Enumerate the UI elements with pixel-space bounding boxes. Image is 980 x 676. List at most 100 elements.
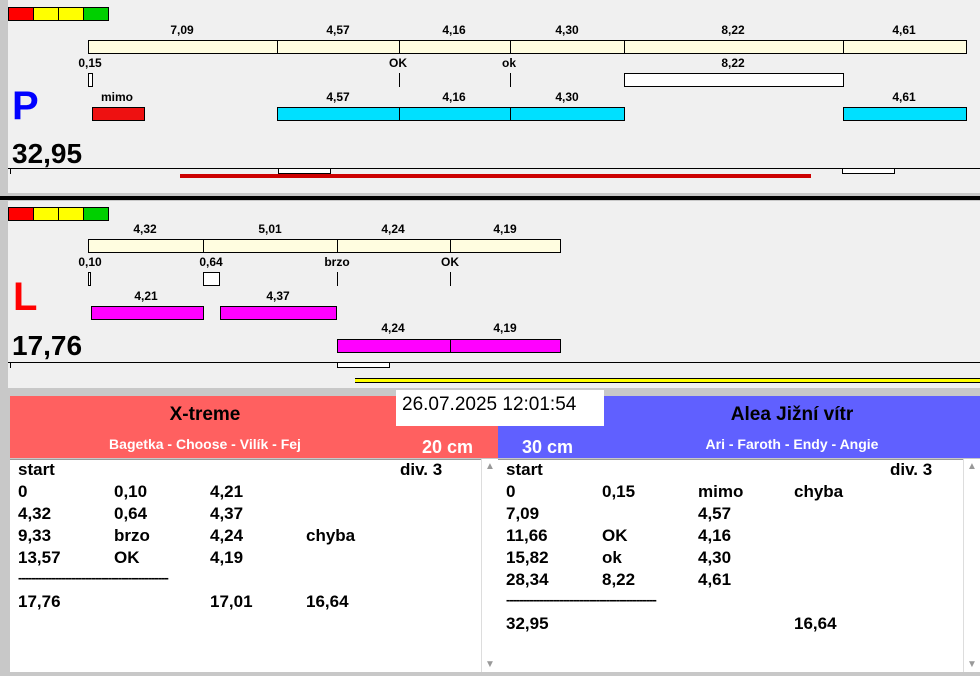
split-label: 5,01 (258, 222, 282, 236)
team-left-panel: X-treme Bagetka - Choose - Vilík - Fej 2… (10, 396, 498, 672)
team-members: Ari - Faroth - Endy - Angie (705, 436, 879, 452)
run-bar (399, 107, 511, 121)
pause-label: 8,22 (721, 56, 745, 70)
result-cell: 4,16 (698, 526, 732, 545)
split-bar (277, 40, 400, 54)
reaction-label: OK (441, 255, 459, 269)
separator-line: ----------------------------------------… (18, 570, 169, 585)
signal-strip (8, 7, 109, 21)
reaction-label: 0,10 (78, 255, 102, 269)
run-label: 4,30 (555, 90, 579, 104)
team-left-results[interactable]: start div. 3 0 0,10 4,21 4,32 0,64 4,37 … (10, 459, 498, 672)
reaction-tick (399, 73, 400, 87)
reaction-tick (510, 73, 511, 87)
result-cell: 0,64 (114, 504, 148, 523)
fault-bar (92, 107, 145, 121)
total-cell: 17,01 (210, 592, 253, 611)
result-cell: 0 (506, 482, 516, 501)
position-marker (278, 168, 331, 174)
split-bar (843, 40, 967, 54)
result-cell: ok (602, 548, 622, 567)
split-bar (399, 40, 511, 54)
signal-yellow-1 (33, 7, 59, 21)
run-label: 4,61 (892, 90, 916, 104)
progress-bar (180, 174, 811, 178)
signal-green (83, 207, 109, 221)
run-label: 4,21 (134, 289, 158, 303)
result-cell: 0 (18, 482, 28, 501)
signal-strip (8, 207, 109, 221)
result-cell: OK (114, 548, 140, 567)
run-bar (450, 339, 561, 353)
run-label: mimo (100, 90, 134, 104)
result-cell: 4,57 (698, 504, 732, 523)
reaction-label: brzo (324, 255, 350, 269)
split-label: 4,61 (892, 23, 916, 37)
run-bar (277, 107, 400, 121)
datetime-display: 26.07.2025 12:01:54 (396, 390, 604, 426)
result-cell: 28,34 (506, 570, 549, 589)
reaction-label: 0,64 (199, 255, 223, 269)
result-cell: chyba (794, 482, 844, 501)
team-right-results[interactable]: start div. 3 0 0,15 mimo chyba 7,09 4,57… (498, 459, 980, 672)
result-cell: 0,15 (602, 482, 636, 501)
split-label: 4,16 (442, 23, 466, 37)
scroll-down-icon[interactable]: ▼ (967, 659, 977, 670)
scroll-down-icon[interactable]: ▼ (485, 659, 495, 670)
signal-yellow-2 (58, 7, 84, 21)
position-marker (337, 362, 390, 368)
split-label: 4,32 (133, 222, 157, 236)
track-p-panel: 7,09 4,57 4,16 4,30 8,22 4,61 0,15 OK ok… (8, 0, 980, 193)
scroll-up-icon[interactable]: ▲ (967, 461, 977, 472)
result-cell: 13,57 (18, 548, 61, 567)
run-bar (843, 107, 967, 121)
results-area: X-treme Bagetka - Choose - Vilík - Fej 2… (0, 388, 980, 676)
jump-height: 20 cm (422, 437, 474, 457)
result-cell: mimo (698, 482, 744, 501)
total-cell: 32,95 (506, 614, 549, 633)
team-right-scrollbar[interactable]: ▲ ▼ (963, 459, 980, 672)
split-label: 8,22 (721, 23, 745, 37)
result-cell: 11,66 (506, 526, 548, 545)
division-label: div. 3 (400, 460, 443, 479)
track-divider (0, 196, 980, 200)
result-cell: chyba (306, 526, 356, 545)
split-bar (88, 239, 204, 253)
reaction-label: 0,15 (78, 56, 102, 70)
result-cell: 4,30 (698, 548, 732, 567)
baseline-tick (10, 362, 11, 368)
run-bar (220, 306, 337, 320)
team-left-scrollbar[interactable]: ▲ ▼ (481, 459, 498, 672)
signal-red (8, 207, 34, 221)
split-bar (510, 40, 625, 54)
result-cell: OK (602, 526, 628, 545)
split-bar (88, 40, 278, 54)
pause-bar (624, 73, 844, 87)
track-baseline (8, 362, 980, 363)
reaction-marker (203, 272, 220, 286)
run-label: 4,19 (493, 321, 517, 335)
result-cell: 7,09 (506, 504, 540, 523)
baseline-tick (10, 168, 11, 174)
reaction-tick (450, 272, 451, 286)
result-cell: 15,82 (506, 548, 549, 567)
split-bar (624, 40, 844, 54)
split-bar (450, 239, 561, 253)
split-label: 4,19 (493, 222, 517, 236)
track-total: 32,95 (12, 138, 83, 169)
result-cell: 9,33 (18, 526, 52, 545)
split-bar (203, 239, 338, 253)
result-cell: brzo (114, 526, 150, 545)
split-bar (337, 239, 451, 253)
scroll-up-icon[interactable]: ▲ (485, 461, 495, 472)
result-cell: 4,19 (210, 548, 244, 567)
run-bar (510, 107, 625, 121)
reaction-marker (88, 73, 93, 87)
team-name: Alea Jižní vítr (730, 404, 854, 425)
track-l-panel: 4,32 5,01 4,24 4,19 0,10 0,64 brzo OK L … (8, 201, 980, 388)
result-cell: 8,22 (602, 570, 636, 589)
reaction-marker (88, 272, 91, 286)
result-cell: 4,37 (210, 504, 244, 523)
separator-line: ----------------------------------------… (506, 592, 657, 607)
team-members: Bagetka - Choose - Vilík - Fej (109, 436, 301, 452)
